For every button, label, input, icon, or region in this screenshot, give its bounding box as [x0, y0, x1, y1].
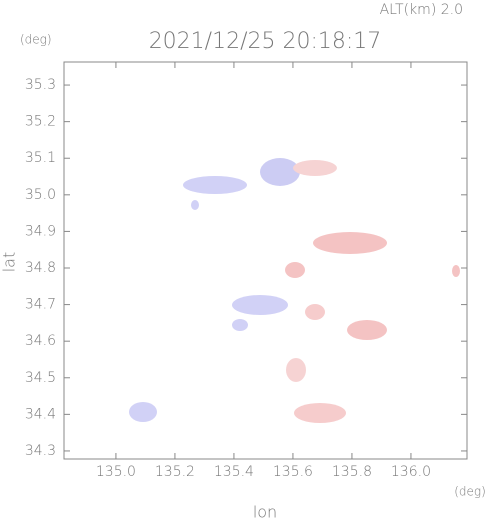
echo	[294, 403, 346, 423]
y-tick-label: 34.9	[25, 223, 56, 239]
echo	[183, 176, 247, 194]
x-tick-label: 135.2	[155, 464, 195, 480]
altitude: ALT(km) 2.0	[380, 2, 463, 18]
y-tick-label: 35.3	[25, 77, 56, 93]
x-unit: (deg)	[454, 485, 486, 499]
x-tick-label: 135.4	[214, 464, 254, 480]
y-tick-label: 34.5	[25, 370, 56, 386]
y-tick-label: 35.2	[25, 114, 56, 130]
y-tick-label: 34.4	[25, 406, 56, 422]
echo	[293, 160, 337, 176]
y-tick-label: 34.8	[25, 260, 56, 276]
echo	[452, 265, 460, 277]
y-tick-label: 35.1	[25, 150, 56, 166]
plot-frame	[63, 61, 468, 460]
x-tick-label: 135.8	[332, 464, 372, 480]
echo	[286, 358, 306, 382]
echo	[347, 320, 387, 340]
x-tick-label: 135.6	[273, 464, 313, 480]
x-tick-label: 136.0	[391, 464, 431, 480]
y-tick-label: 34.7	[25, 297, 56, 313]
echo	[129, 402, 157, 422]
echo	[191, 200, 199, 210]
y-unit: (deg)	[20, 33, 52, 47]
echo	[232, 295, 288, 315]
echo	[260, 158, 300, 186]
y-axis-label: lat	[0, 252, 19, 273]
chart-title: 2021/12/25 20:18:17	[149, 29, 382, 54]
x-tick-label: 135.0	[96, 464, 136, 480]
y-tick-label: 34.6	[25, 333, 56, 349]
echo	[305, 304, 325, 320]
echo	[313, 232, 387, 254]
y-tick-label: 34.3	[25, 443, 56, 459]
echoes	[129, 158, 460, 423]
echo	[285, 262, 305, 278]
x-axis-label: lon	[253, 503, 277, 521]
echo	[232, 319, 248, 331]
y-tick-label: 35.0	[25, 187, 56, 203]
